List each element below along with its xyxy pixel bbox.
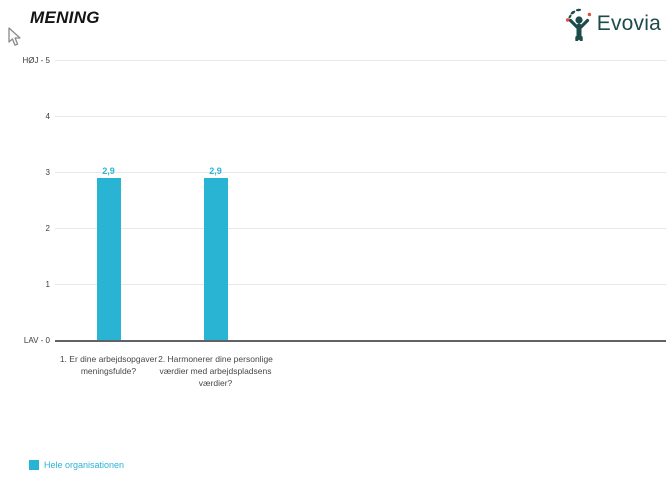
x-axis-category-label: 2. Harmonerer dine personlige værdier me…	[158, 354, 273, 388]
x-axis-line	[55, 340, 666, 342]
gridline	[55, 228, 666, 229]
brand-name: Evovia	[596, 12, 661, 35]
evovia-logo-icon	[565, 8, 591, 41]
x-axis-category-label: 1. Er dine arbejdsopgaver meningsfulde?	[59, 354, 158, 376]
brand-logo: Evovia	[564, 7, 661, 41]
legend-label: Hele organisationen	[44, 460, 125, 470]
y-axis-tick-label: 3	[45, 168, 50, 177]
mouse-cursor-icon	[8, 27, 21, 46]
gridline	[55, 60, 666, 61]
gridline	[55, 172, 666, 173]
y-axis-tick-label: 2	[45, 224, 50, 233]
bar	[96, 177, 121, 340]
bar	[203, 177, 228, 340]
y-axis-tick-label: LAV - 0	[23, 336, 50, 345]
page-title: MENING	[30, 8, 100, 27]
legend-swatch	[29, 460, 39, 470]
y-axis-tick-label: HØJ - 5	[22, 56, 50, 65]
gridline	[55, 116, 666, 117]
y-axis-tick-label: 1	[45, 280, 50, 289]
bar-value-label: 2,9	[102, 165, 115, 176]
legend-item[interactable]: Hele organisationen	[29, 460, 124, 470]
y-axis-tick-label: 4	[45, 112, 50, 121]
gridline	[55, 284, 666, 285]
bar-value-label: 2,9	[209, 165, 222, 176]
